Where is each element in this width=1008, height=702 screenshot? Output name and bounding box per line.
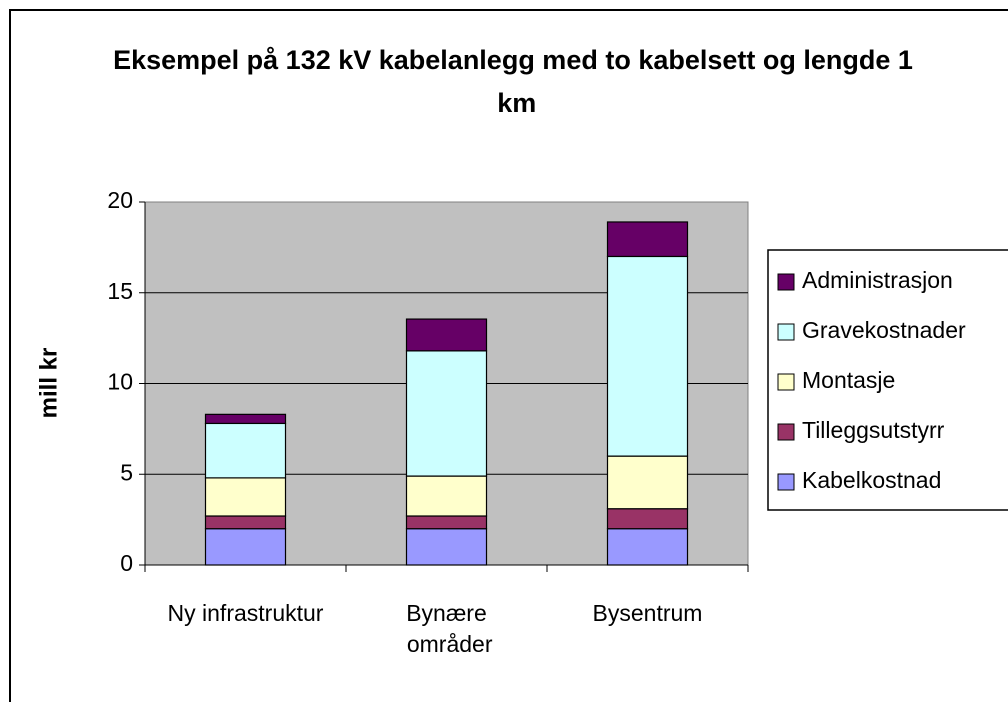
legend-label: Gravekostnader xyxy=(802,317,966,343)
bar-segment xyxy=(606,455,689,510)
bar-segment xyxy=(405,515,488,530)
y-tick-label: 5 xyxy=(120,459,133,485)
legend-box xyxy=(767,249,1008,511)
legend-swatch xyxy=(777,323,795,341)
y-axis-label: mill kr xyxy=(35,348,62,419)
bar-segment xyxy=(204,528,287,566)
legend-label: Tilleggsutstyrr xyxy=(802,417,945,443)
legend-swatch xyxy=(777,273,795,291)
bar-segment xyxy=(405,475,488,517)
x-tick-label: Bysentrum xyxy=(593,600,703,626)
bar-segment xyxy=(606,528,689,566)
legend-label: Administrasjon xyxy=(802,267,953,293)
y-tick-label: 10 xyxy=(107,369,133,395)
legend-label: Kabelkostnad xyxy=(802,467,941,493)
legend-swatch xyxy=(777,473,795,491)
bar-segment xyxy=(204,515,287,530)
y-tick-label: 20 xyxy=(107,187,133,213)
bar-segment xyxy=(606,508,689,530)
legend-swatch xyxy=(777,423,795,441)
chart-title: Eksempel på 132 kV kabelanlegg med to ka… xyxy=(113,45,913,118)
bar-segment xyxy=(204,422,287,479)
bar-segment xyxy=(204,477,287,517)
x-tick-label: Ny infrastruktur xyxy=(168,600,324,626)
bar-segment xyxy=(606,221,689,258)
bar-segment xyxy=(606,255,689,457)
legend-swatch xyxy=(777,373,795,391)
x-tick-label: Bynære områder xyxy=(400,600,492,657)
y-tick-label: 0 xyxy=(120,550,133,576)
bar-segment xyxy=(405,528,488,566)
y-tick-label: 15 xyxy=(107,278,133,304)
bar-segment xyxy=(405,318,488,352)
bar-segment xyxy=(204,413,287,425)
legend-label: Montasje xyxy=(802,367,895,393)
bar-segment xyxy=(405,350,488,477)
